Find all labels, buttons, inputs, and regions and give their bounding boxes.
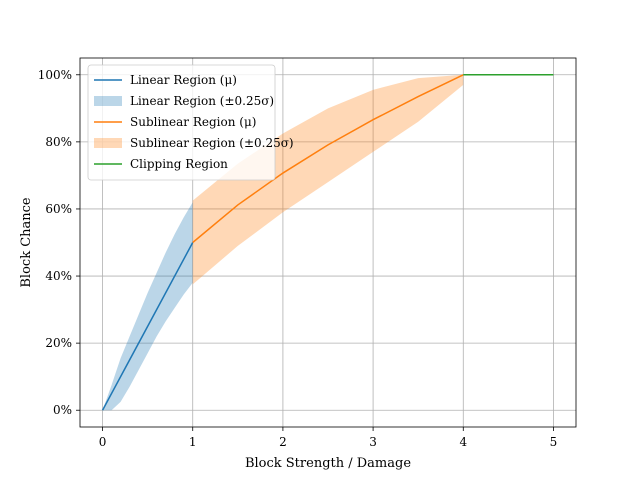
y-tick-label: 60% [45, 202, 72, 216]
x-tick-label: 2 [279, 435, 287, 449]
legend-label: Sublinear Region (μ) [130, 115, 256, 129]
axes-frame [79, 57, 577, 428]
x-axis-label: Block Strength / Damage [245, 456, 411, 471]
line-linear-region [101, 242, 194, 411]
y-tick-label: 80% [45, 135, 72, 149]
y-tick-label: 20% [45, 336, 72, 350]
y-tick-label: 100% [38, 68, 72, 82]
x-tick-label: 0 [99, 435, 107, 449]
x-tick-label: 4 [459, 435, 467, 449]
legend: Linear Region (μ) Linear Region (±0.25σ) S… [87, 64, 294, 181]
x-tick-label: 1 [189, 435, 197, 449]
legend-label: Clipping Region [130, 157, 228, 171]
plot-area [101, 74, 554, 411]
x-tick-label: 3 [369, 435, 377, 449]
legend-swatch [94, 96, 122, 106]
legend-label: Linear Region (±0.25σ) [130, 94, 274, 108]
y-tick-label: 40% [45, 269, 72, 283]
legend-box [87, 64, 276, 181]
y-tick-label: 0% [53, 403, 72, 417]
y-axis-label: Block Chance [19, 197, 34, 288]
line-sublinear-region [192, 74, 464, 244]
legend-label: Linear Region (μ) [130, 73, 237, 87]
band-linear-region-0-25 [102, 202, 193, 411]
x-tick-label: 5 [550, 435, 558, 449]
legend-label: Sublinear Region (±0.25σ) [130, 136, 294, 150]
band-sublinear-region-0-25 [192, 74, 464, 285]
ticks: 0 1 2 3 4 5 0% 20% 40% 60% 80% 100% [38, 68, 558, 449]
legend-swatch [94, 138, 122, 148]
